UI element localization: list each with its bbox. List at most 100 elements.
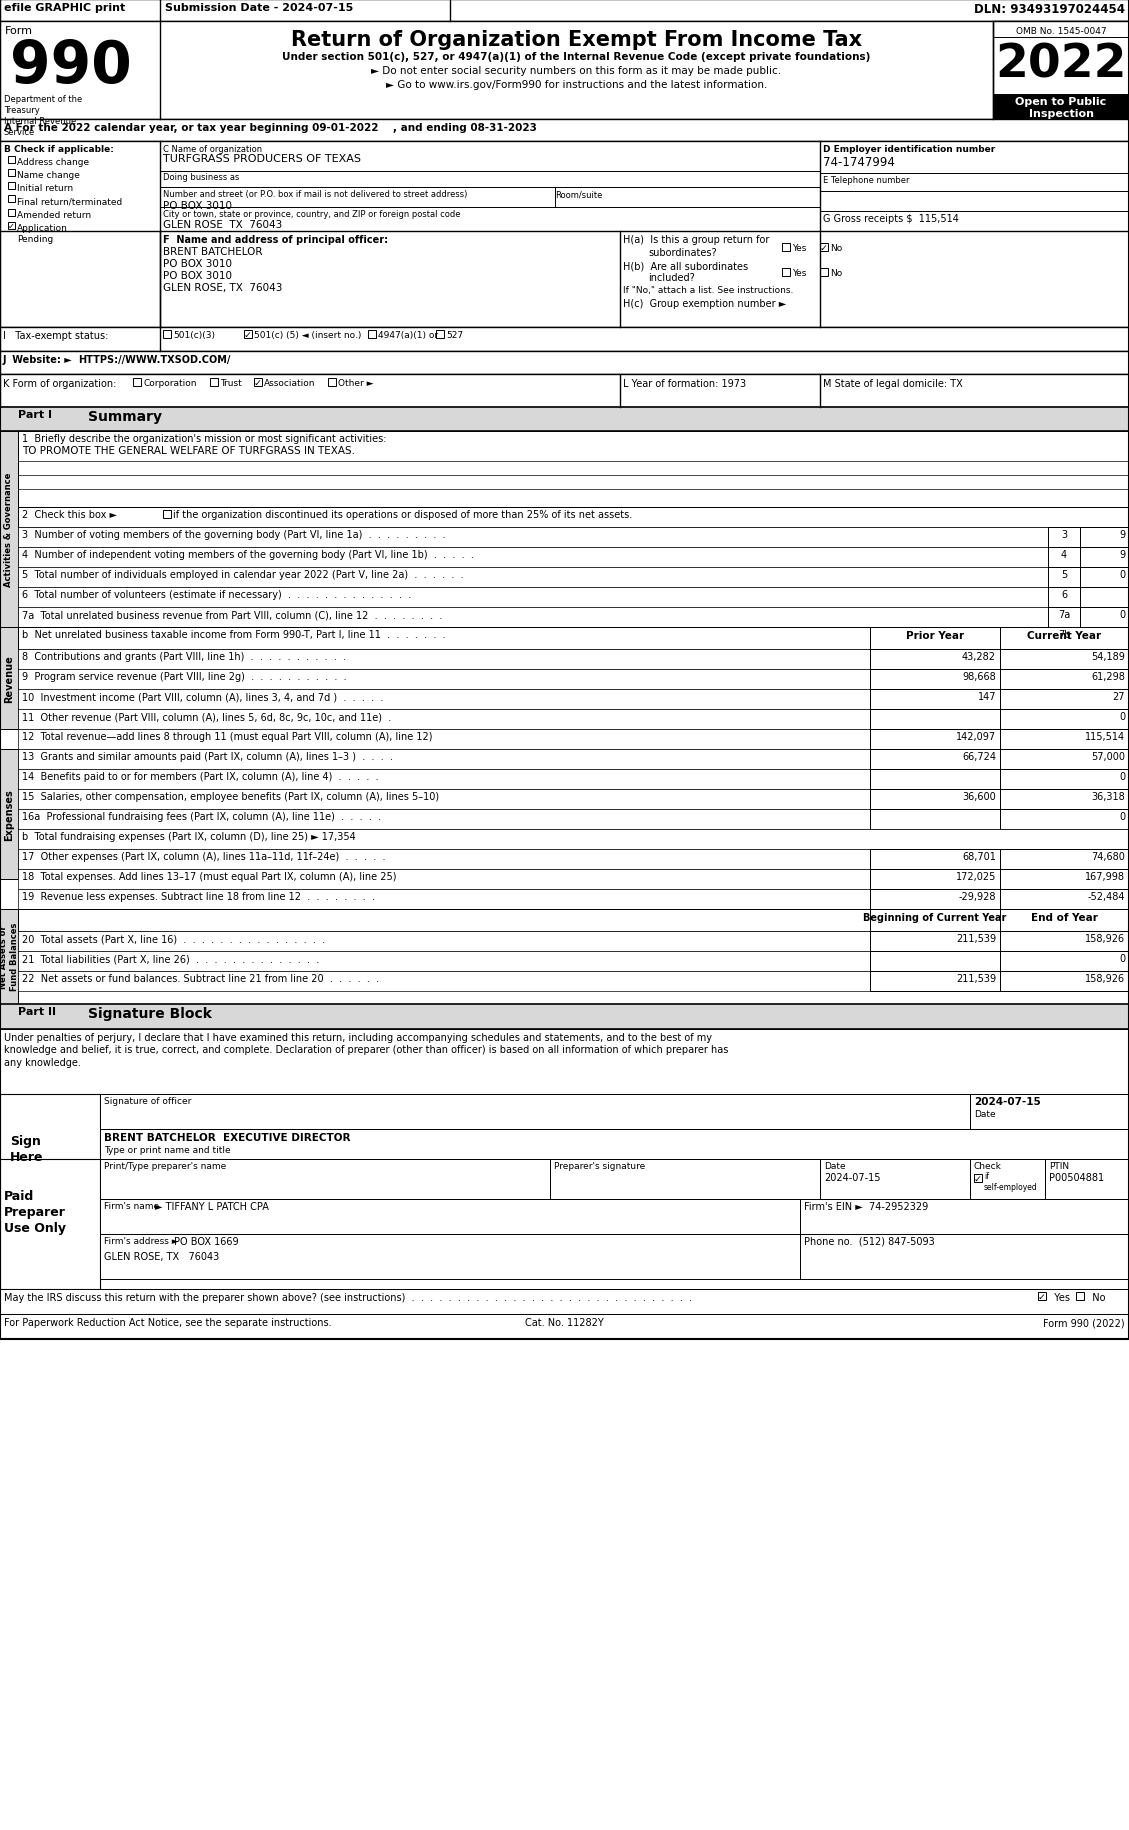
Bar bbox=[100, 1160, 550, 1199]
Text: Return of Organization Exempt From Income Tax: Return of Organization Exempt From Incom… bbox=[291, 29, 863, 49]
Bar bbox=[1000, 628, 1129, 650]
Text: 0: 0 bbox=[1119, 953, 1124, 963]
Text: Part II: Part II bbox=[18, 1007, 56, 1016]
Bar bbox=[0, 910, 18, 1005]
Bar bbox=[782, 269, 790, 276]
Bar bbox=[970, 1094, 1129, 1129]
Bar bbox=[870, 750, 1000, 770]
Bar bbox=[870, 730, 1000, 750]
Bar bbox=[0, 750, 18, 880]
Bar bbox=[800, 1199, 1129, 1233]
Text: 3: 3 bbox=[1061, 529, 1067, 540]
Bar bbox=[870, 931, 1000, 952]
Text: if
self-employed: if self-employed bbox=[984, 1171, 1038, 1191]
Bar bbox=[18, 587, 1129, 608]
Text: Trust: Trust bbox=[220, 379, 242, 388]
Bar bbox=[100, 1233, 800, 1279]
Text: ► Do not enter social security numbers on this form as it may be made public.: ► Do not enter social security numbers o… bbox=[371, 66, 781, 77]
Text: Summary: Summary bbox=[88, 410, 161, 425]
Bar bbox=[0, 1005, 1129, 1030]
Text: 211,539: 211,539 bbox=[956, 933, 996, 944]
Text: Firm's address ►: Firm's address ► bbox=[104, 1237, 178, 1246]
Text: Net Assets or
Fund Balances: Net Assets or Fund Balances bbox=[0, 922, 19, 990]
Text: 61,298: 61,298 bbox=[1091, 672, 1124, 681]
Text: No: No bbox=[1086, 1292, 1105, 1303]
Text: 2024-07-15: 2024-07-15 bbox=[974, 1096, 1041, 1107]
Text: Number and street (or P.O. box if mail is not delivered to street address): Number and street (or P.O. box if mail i… bbox=[163, 190, 467, 199]
Bar bbox=[18, 869, 1129, 889]
Text: City or town, state or province, country, and ZIP or foreign postal code: City or town, state or province, country… bbox=[163, 210, 461, 220]
Text: 2022: 2022 bbox=[996, 42, 1127, 88]
Bar bbox=[870, 770, 1000, 789]
Text: 9  Program service revenue (Part VIII, line 2g)  .  .  .  .  .  .  .  .  .  .  .: 9 Program service revenue (Part VIII, li… bbox=[21, 672, 347, 681]
Bar bbox=[870, 789, 1000, 809]
Text: 142,097: 142,097 bbox=[956, 732, 996, 741]
Bar bbox=[0, 408, 1129, 432]
Text: b  Total fundraising expenses (Part IX, column (D), line 25) ► 17,354: b Total fundraising expenses (Part IX, c… bbox=[21, 831, 356, 842]
Bar bbox=[18, 650, 1129, 670]
Text: 7b: 7b bbox=[1058, 630, 1070, 640]
Text: Paid
Preparer
Use Only: Paid Preparer Use Only bbox=[5, 1190, 65, 1233]
Text: Revenue: Revenue bbox=[5, 655, 14, 703]
Text: TO PROMOTE THE GENERAL WELFARE OF TURFGRASS IN TEXAS.: TO PROMOTE THE GENERAL WELFARE OF TURFGR… bbox=[21, 447, 355, 456]
Bar bbox=[994, 95, 1129, 121]
Bar bbox=[18, 770, 1129, 789]
Bar bbox=[0, 121, 1129, 143]
Text: Firm's EIN ►  74-2952329: Firm's EIN ► 74-2952329 bbox=[804, 1200, 928, 1211]
Text: Phone no.  (512) 847-5093: Phone no. (512) 847-5093 bbox=[804, 1237, 935, 1246]
Bar bbox=[18, 527, 1129, 547]
Text: 0: 0 bbox=[1119, 569, 1124, 580]
Bar bbox=[1000, 770, 1129, 789]
Text: GLEN ROSE  TX  76043: GLEN ROSE TX 76043 bbox=[163, 220, 282, 231]
Text: Current Year: Current Year bbox=[1027, 631, 1102, 640]
Bar bbox=[436, 331, 444, 339]
Text: Doing business as: Doing business as bbox=[163, 172, 239, 181]
Text: Yes: Yes bbox=[1048, 1292, 1070, 1303]
Bar bbox=[870, 972, 1000, 992]
Bar bbox=[0, 143, 1129, 328]
Text: Prior Year: Prior Year bbox=[905, 631, 964, 640]
Bar bbox=[18, 547, 1129, 567]
Bar bbox=[8, 223, 15, 231]
Bar bbox=[1080, 527, 1129, 547]
Bar bbox=[18, 628, 1129, 650]
Text: Application
Pending: Application Pending bbox=[17, 223, 68, 243]
Text: H(b)  Are all subordinates: H(b) Are all subordinates bbox=[623, 262, 749, 271]
Bar bbox=[1080, 628, 1129, 648]
Text: ✓: ✓ bbox=[8, 221, 15, 231]
Bar bbox=[1048, 567, 1080, 587]
Text: Cat. No. 11282Y: Cat. No. 11282Y bbox=[525, 1318, 604, 1327]
Text: 10  Investment income (Part VIII, column (A), lines 3, 4, and 7d )  .  .  .  .  : 10 Investment income (Part VIII, column … bbox=[21, 692, 384, 701]
Text: Under section 501(c), 527, or 4947(a)(1) of the Internal Revenue Code (except pr: Under section 501(c), 527, or 4947(a)(1)… bbox=[282, 51, 870, 62]
Text: -29,928: -29,928 bbox=[959, 891, 996, 902]
Bar bbox=[0, 432, 18, 628]
Bar bbox=[163, 511, 170, 518]
Text: Type or print name and title: Type or print name and title bbox=[104, 1146, 230, 1155]
Bar bbox=[782, 243, 790, 253]
Text: 0: 0 bbox=[1119, 811, 1124, 822]
Text: Association: Association bbox=[264, 379, 315, 388]
Text: For Paperwork Reduction Act Notice, see the separate instructions.: For Paperwork Reduction Act Notice, see … bbox=[5, 1318, 332, 1327]
Text: K Form of organization:: K Form of organization: bbox=[3, 379, 116, 388]
Text: if the organization discontinued its operations or disposed of more than 25% of : if the organization discontinued its ope… bbox=[173, 511, 632, 520]
Text: 5  Total number of individuals employed in calendar year 2022 (Part V, line 2a) : 5 Total number of individuals employed i… bbox=[21, 569, 464, 580]
Text: May the IRS discuss this return with the preparer shown above? (see instructions: May the IRS discuss this return with the… bbox=[5, 1292, 692, 1303]
Bar bbox=[1000, 710, 1129, 730]
Bar bbox=[0, 232, 1129, 328]
Bar bbox=[550, 1160, 820, 1199]
Text: 147: 147 bbox=[978, 692, 996, 701]
Bar bbox=[18, 809, 1129, 829]
Text: Yes: Yes bbox=[793, 269, 806, 278]
Text: Corporation: Corporation bbox=[143, 379, 196, 388]
Text: ✓: ✓ bbox=[244, 331, 252, 339]
Text: I   Tax-exempt status:: I Tax-exempt status: bbox=[3, 331, 108, 340]
Bar bbox=[0, 1030, 1129, 1094]
Text: Name change: Name change bbox=[17, 170, 80, 179]
Text: Signature Block: Signature Block bbox=[88, 1007, 212, 1021]
Bar bbox=[1038, 1292, 1045, 1301]
Bar bbox=[994, 22, 1129, 121]
Bar bbox=[18, 507, 1129, 527]
Text: 990: 990 bbox=[10, 38, 132, 95]
Text: 167,998: 167,998 bbox=[1085, 871, 1124, 882]
Text: 2024-07-15: 2024-07-15 bbox=[824, 1173, 881, 1182]
